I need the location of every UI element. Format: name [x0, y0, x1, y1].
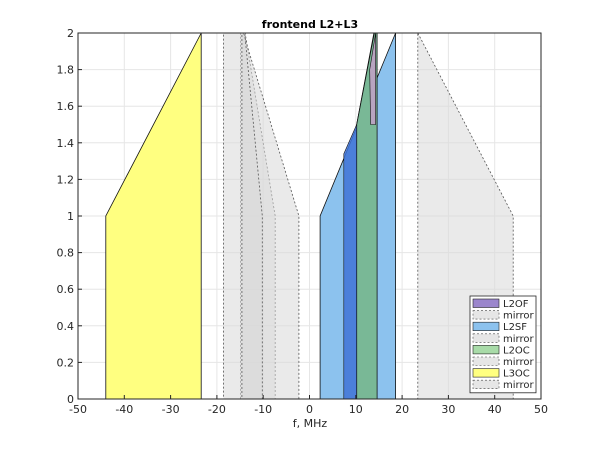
- legend-swatch-mirror: [472, 356, 500, 366]
- x-tick-label: 10: [349, 403, 363, 416]
- y-tick-label: 0.8: [57, 247, 75, 260]
- signal-bands: [105, 32, 397, 400]
- x-tick-label: 30: [441, 403, 455, 416]
- legend-label: L2OC: [503, 345, 530, 356]
- x-tick-label: -30: [162, 403, 180, 416]
- legend-label: mirror: [503, 311, 534, 322]
- legend-swatch-l2oc: [472, 345, 500, 355]
- x-tick-label: -10: [254, 403, 272, 416]
- y-tick-label: 1.8: [57, 64, 75, 77]
- legend-swatch-l3oc: [472, 368, 500, 378]
- x-tick-label: -50: [69, 403, 87, 416]
- x-axis-title: f, MHz: [293, 417, 328, 430]
- y-tick-label: 1.2: [57, 173, 75, 186]
- legend-swatch-mirror: [472, 379, 500, 390]
- legend-label: L2OF: [503, 299, 529, 310]
- legend-label: mirror: [503, 380, 534, 391]
- chart-title: frontend L2+L3: [262, 18, 358, 31]
- legend-swatch-mirror: [472, 333, 500, 343]
- y-tick-label: 1.4: [57, 137, 75, 150]
- legend-label: mirror: [503, 334, 534, 345]
- x-tick-label: 0: [306, 403, 313, 416]
- x-tick-label: 40: [488, 403, 502, 416]
- legend-swatch-l2sf: [472, 321, 500, 332]
- x-tick-label: -40: [115, 403, 133, 416]
- band-overlap-9: [369, 32, 377, 125]
- y-tick-label: 1.6: [57, 100, 75, 113]
- legend-swatch-l2of: [472, 298, 500, 308]
- legend-label: L3OC: [503, 369, 530, 380]
- x-tick-label: -20: [208, 403, 226, 416]
- band-overlap-8: [343, 124, 358, 400]
- y-tick-label: 0.6: [57, 283, 75, 296]
- legend-label: mirror: [503, 357, 534, 368]
- y-tick-label: 1: [67, 210, 74, 223]
- y-tick-label: 2: [67, 27, 74, 40]
- legend-label: L2SF: [503, 322, 527, 333]
- x-tick-label: 20: [395, 403, 409, 416]
- y-tick-label: 0.2: [57, 356, 75, 369]
- axis-ticks: -50 -40 -30 -20 -10 0 10 20 30 40 50 0 0.2 0.4 0.6 0.8 1…: [57, 27, 549, 416]
- x-tick-label: 50: [534, 403, 548, 416]
- y-tick-label: 0: [67, 393, 74, 406]
- y-tick-label: 0.4: [57, 320, 75, 333]
- legend-swatch-mirror: [472, 310, 500, 320]
